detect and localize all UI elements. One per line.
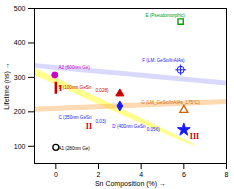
svg-text:2: 2 [97,171,101,178]
svg-text:Sn Composition (%) →: Sn Composition (%) → [95,180,166,188]
svg-text:100: 100 [14,143,26,150]
svg-text:II: II [86,122,92,131]
svg-text:III: III [190,132,199,141]
svg-text:A2 (600nm Ge): A2 (600nm Ge) [58,65,90,70]
svg-text:500: 500 [14,5,26,12]
svg-text:A1 (280nm Ge): A1 (280nm Ge) [58,146,90,151]
svg-text:0.056): 0.056) [147,127,160,132]
svg-text:0: 0 [54,171,58,178]
svg-text:200: 200 [14,108,26,115]
svg-text:8: 8 [225,171,229,178]
svg-text:0.028): 0.028) [96,88,109,93]
svg-text:Lifetime (ns) →: Lifetime (ns) → [3,62,11,109]
svg-text:400: 400 [14,39,26,46]
svg-text:6: 6 [182,171,186,178]
svg-text:E (Pseudomorphic): E (Pseudomorphic) [145,13,185,18]
svg-text:D (400nm GeSn: D (400nm GeSn [112,124,146,129]
svg-text:4: 4 [139,171,143,178]
svg-text:C (350nm GeSn: C (350nm GeSn [58,115,92,120]
svg-text:F (LM: GeSn/InAlAs): F (LM: GeSn/InAlAs) [142,58,185,63]
svg-text:300: 300 [14,74,26,81]
svg-text:B (100nm GeSn: B (100nm GeSn [58,85,91,90]
svg-text:0.03): 0.03) [96,119,107,124]
svg-text:G (LM_GeSn/InAlAs_175°C): G (LM_GeSn/InAlAs_175°C) [141,100,200,105]
